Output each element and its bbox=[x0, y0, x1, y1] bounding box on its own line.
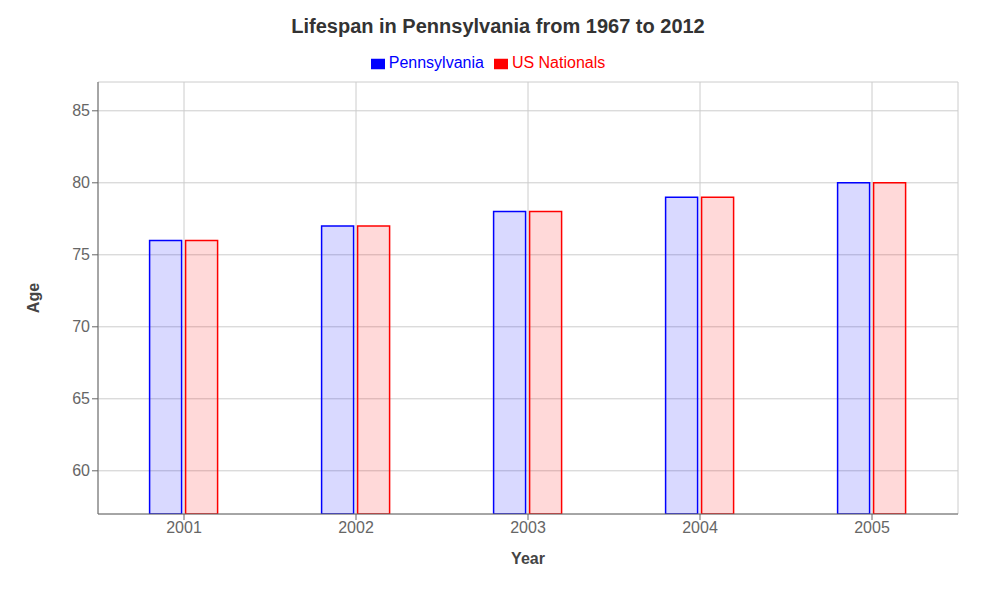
svg-text:Age: Age bbox=[25, 283, 42, 313]
html-text:Lifespan in Pennsylvania from: Lifespan in Pennsylvania from 1967 to 20… bbox=[291, 15, 705, 37]
svg-text:Year: Year bbox=[511, 550, 545, 567]
svg-text:80: 80 bbox=[72, 174, 90, 191]
svg-text:2003: 2003 bbox=[510, 519, 546, 536]
svg-text:75: 75 bbox=[72, 246, 90, 263]
svg-text:2005: 2005 bbox=[854, 519, 890, 536]
svg-text:2002: 2002 bbox=[338, 519, 374, 536]
html-text:US Nationals: US Nationals bbox=[511, 54, 606, 71]
svg-text:2004: 2004 bbox=[682, 519, 718, 536]
svg-text:70: 70 bbox=[72, 318, 90, 335]
svg-text:65: 65 bbox=[72, 390, 90, 407]
svg-text:85: 85 bbox=[72, 102, 90, 119]
svg-text:60: 60 bbox=[72, 462, 90, 479]
svg-text:2001: 2001 bbox=[166, 519, 202, 536]
html-text:Pennsylvania: Pennsylvania bbox=[388, 54, 484, 71]
